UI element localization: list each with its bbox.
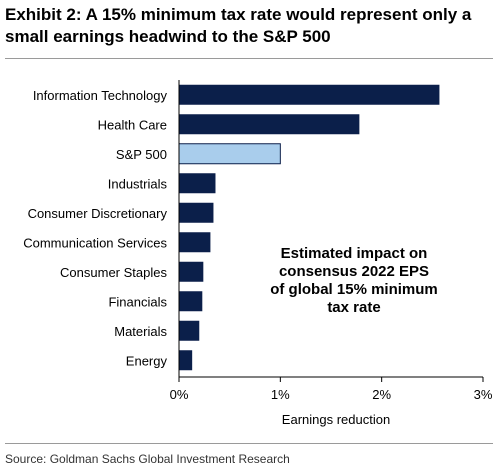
bar-energy — [179, 350, 193, 371]
bar-s-p-500 — [178, 143, 281, 165]
annotation-line: consensus 2022 EPS — [279, 263, 429, 280]
category-label: Financials — [108, 294, 167, 309]
category-label: Materials — [114, 324, 167, 339]
bar-industrials — [179, 173, 216, 194]
title-divider — [5, 58, 493, 59]
x-tick-label: 2% — [372, 387, 391, 402]
category-label: Consumer Staples — [60, 265, 167, 280]
annotation-line: tax rate — [327, 299, 380, 316]
x-tick-label: 0% — [170, 387, 189, 402]
category-label: Industrials — [108, 176, 168, 191]
annotation-line: Estimated impact on — [281, 245, 428, 262]
category-label: S&P 500 — [116, 147, 167, 162]
bar-materials — [179, 320, 200, 341]
bar-financials — [179, 291, 203, 312]
chart-title: Exhibit 2: A 15% minimum tax rate would … — [5, 5, 472, 46]
category-label: Consumer Discretionary — [28, 206, 168, 221]
source-divider — [5, 443, 493, 444]
bar-consumer-staples — [179, 261, 204, 282]
category-label: Communication Services — [23, 235, 167, 250]
x-tick-label: 3% — [474, 387, 493, 402]
annotation-line: of global 15% minimum — [270, 281, 438, 298]
bar-consumer-discretionary — [179, 202, 214, 223]
bar-communication-services — [179, 232, 211, 253]
x-axis-title: Earnings reduction — [282, 412, 390, 427]
category-label: Energy — [126, 353, 168, 368]
bar-information-technology — [179, 84, 440, 105]
bar-health-care — [179, 114, 360, 135]
category-label: Health Care — [98, 117, 167, 132]
source-note: Source: Goldman Sachs Global Investment … — [5, 452, 290, 466]
bar-chart: Information Technology Health Care S&P 500… — [23, 80, 493, 427]
category-label: Information Technology — [33, 88, 168, 103]
x-tick-label: 1% — [271, 387, 290, 402]
